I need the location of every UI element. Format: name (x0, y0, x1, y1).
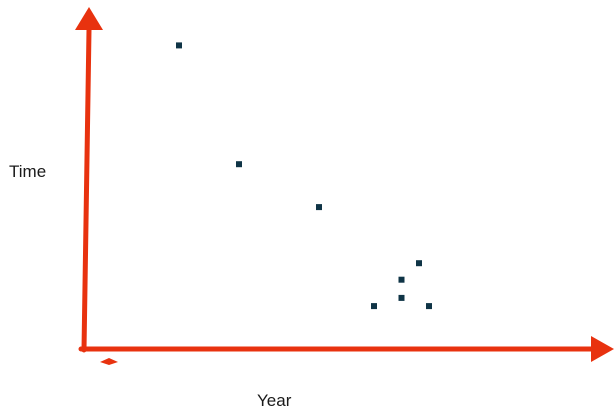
x-axis-arrowhead (591, 336, 614, 362)
data-point-2 (236, 161, 242, 168)
axes (75, 7, 614, 365)
data-point-5 (398, 276, 405, 283)
data-point-7 (416, 260, 422, 267)
data-points (176, 42, 432, 310)
data-point-8 (426, 303, 432, 310)
y-axis-arrowhead (75, 7, 103, 30)
data-point-6 (398, 294, 405, 301)
origin-marker (100, 358, 118, 365)
data-point-1 (176, 42, 182, 49)
data-point-4 (371, 303, 377, 310)
x-axis-label: Year (257, 391, 292, 409)
y-axis-arrow (81, 27, 92, 353)
y-axis-label: Time (9, 162, 46, 181)
data-point-3 (316, 204, 322, 211)
